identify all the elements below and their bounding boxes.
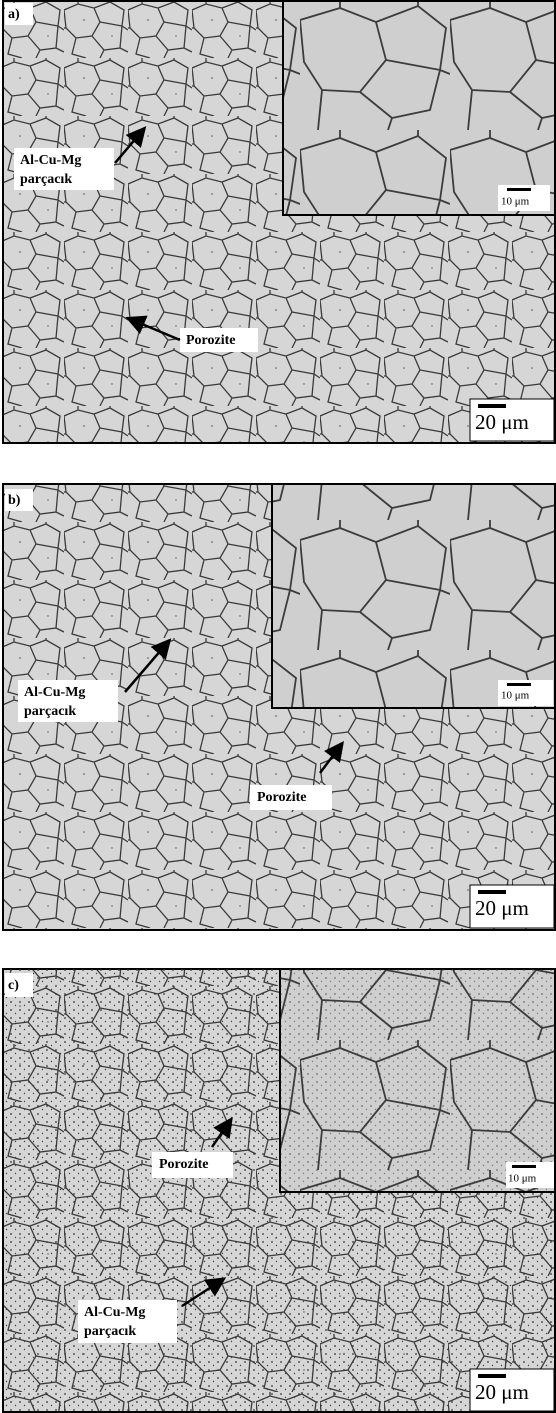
particle-label: parçacık [24, 704, 76, 719]
inset-scale: 10 μm [508, 1173, 537, 1185]
inset-texture [280, 969, 555, 1192]
scale-label: 20 μm [475, 410, 529, 434]
inset [272, 484, 555, 708]
particle-label: Al-Cu-Mg [20, 153, 81, 168]
particle-label: parçacık [84, 1324, 136, 1339]
inset [283, 1, 555, 215]
scale-bar [512, 1165, 536, 1168]
panel-label: c) [8, 978, 19, 993]
scale-label: 20 μm [475, 1380, 529, 1404]
porosity-label: Porozite [186, 333, 236, 348]
particle-label: Al-Cu-Mg [24, 685, 85, 700]
inset-scale: 10 μm [501, 196, 530, 208]
porosity-label: Porozite [257, 790, 307, 805]
panel-label: a) [8, 7, 20, 22]
scale-bar [478, 1374, 506, 1378]
figure: a) Al-Cu-Mg parçacık Porozite 10 μm 20 μ… [0, 0, 556, 1413]
particle-label: parçacık [20, 172, 72, 187]
panel: a) Al-Cu-Mg parçacık Porozite 10 μm 20 μ… [3, 1, 555, 443]
particle-label: Al-Cu-Mg [84, 1305, 145, 1320]
scale-bar [507, 683, 531, 686]
porosity-label: Porozite [159, 1157, 209, 1172]
scale-label: 20 μm [475, 896, 529, 920]
scale-bar [507, 188, 531, 191]
panel: c) Porozite Al-Cu-Mg parçacık 10 μm 20 μ… [3, 969, 555, 1412]
panel: b) Al-Cu-Mg parçacık Porozite 10 μm 20 μ… [3, 484, 555, 930]
scale-bar [478, 890, 506, 894]
panel-label: b) [8, 493, 21, 508]
scale-bar [478, 404, 506, 408]
inset-scale: 10 μm [501, 690, 530, 702]
